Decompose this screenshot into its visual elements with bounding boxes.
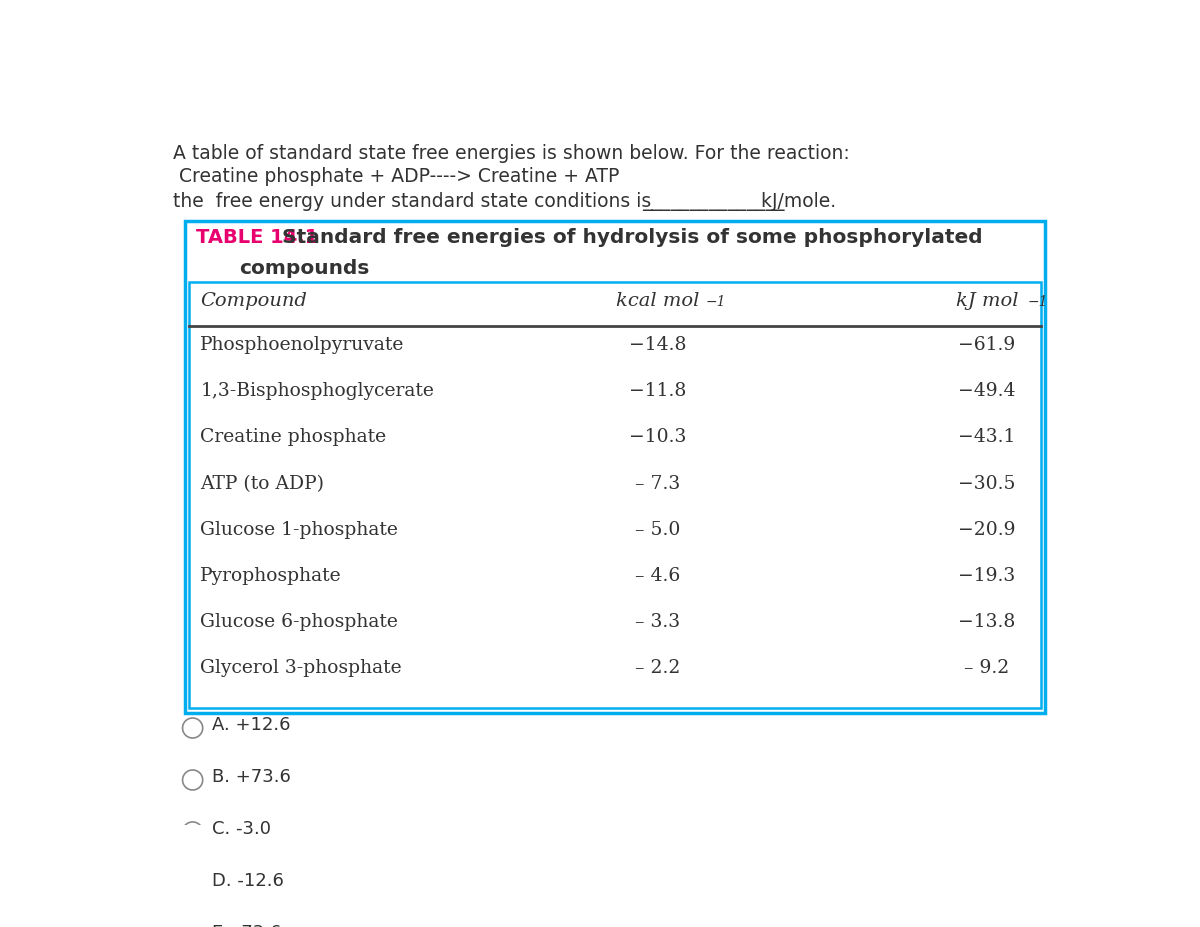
Text: −11.8: −11.8	[629, 382, 686, 400]
Text: Phosphoenolpyruvate: Phosphoenolpyruvate	[200, 337, 404, 354]
Bar	[188, 282, 1042, 708]
Text: ATP (to ADP): ATP (to ADP)	[200, 475, 324, 492]
Text: −30.5: −30.5	[959, 475, 1015, 492]
Text: – 4.6: – 4.6	[635, 567, 680, 585]
Text: _______________: _______________	[642, 192, 785, 211]
Text: A table of standard state free energies is shown below. For the reaction:: A table of standard state free energies …	[173, 144, 850, 162]
Text: C. -3.0: C. -3.0	[212, 819, 271, 838]
Text: E. -73.6: E. -73.6	[212, 924, 281, 927]
Text: B. +73.6: B. +73.6	[212, 768, 290, 786]
Text: −13.8: −13.8	[959, 614, 1015, 631]
Text: Standard free energies of hydrolysis of some phosphorylated: Standard free energies of hydrolysis of …	[282, 228, 983, 248]
Text: kJ/mole.: kJ/mole.	[749, 192, 836, 211]
Text: Glucose 6-phosphate: Glucose 6-phosphate	[200, 614, 398, 631]
Text: – 7.3: – 7.3	[635, 475, 680, 492]
Text: compounds: compounds	[239, 259, 370, 278]
Text: the  free energy under standard state conditions is: the free energy under standard state con…	[173, 192, 658, 211]
Text: Compound: Compound	[200, 292, 307, 311]
Text: Pyrophosphate: Pyrophosphate	[200, 567, 342, 585]
Text: −49.4: −49.4	[959, 382, 1015, 400]
Text: −10.3: −10.3	[629, 428, 686, 447]
Text: −1: −1	[706, 295, 726, 309]
Text: −43.1: −43.1	[959, 428, 1015, 447]
Text: Creatine phosphate + ADP----> Creatine + ATP: Creatine phosphate + ADP----> Creatine +…	[173, 167, 619, 185]
Text: kJ mol: kJ mol	[955, 292, 1019, 311]
Text: −19.3: −19.3	[959, 567, 1015, 585]
Text: TABLE 14.1: TABLE 14.1	[197, 228, 319, 248]
Text: Creatine phosphate: Creatine phosphate	[200, 428, 386, 447]
Text: −20.9: −20.9	[959, 521, 1015, 539]
Bar	[185, 221, 1045, 714]
Text: −1: −1	[1027, 295, 1048, 309]
Text: D. -12.6: D. -12.6	[212, 872, 284, 890]
Text: – 3.3: – 3.3	[635, 614, 680, 631]
Text: – 5.0: – 5.0	[635, 521, 680, 539]
Text: kcal mol: kcal mol	[616, 292, 700, 311]
Text: −14.8: −14.8	[629, 337, 686, 354]
Text: 1,3-Bisphosphoglycerate: 1,3-Bisphosphoglycerate	[200, 382, 434, 400]
Text: A. +12.6: A. +12.6	[212, 716, 290, 734]
Text: Glucose 1-phosphate: Glucose 1-phosphate	[200, 521, 398, 539]
Text: −61.9: −61.9	[959, 337, 1015, 354]
Text: – 2.2: – 2.2	[635, 659, 680, 678]
Text: – 9.2: – 9.2	[965, 659, 1009, 678]
Text: Glycerol 3-phosphate: Glycerol 3-phosphate	[200, 659, 402, 678]
